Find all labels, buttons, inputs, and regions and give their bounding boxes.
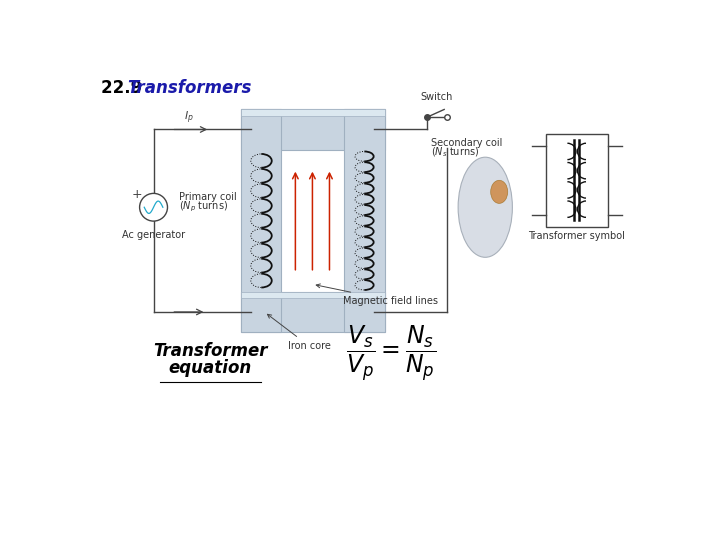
Bar xyxy=(344,110,384,332)
Text: +: + xyxy=(132,188,143,201)
Bar xyxy=(241,110,384,116)
Text: $(N_s$ turns): $(N_s$ turns) xyxy=(431,145,480,159)
Text: Transformers: Transformers xyxy=(127,79,251,97)
Bar xyxy=(241,110,282,332)
Text: equation: equation xyxy=(168,359,252,377)
Text: Secondary coil: Secondary coil xyxy=(431,138,503,147)
Bar xyxy=(546,134,608,226)
Circle shape xyxy=(140,193,168,221)
Text: $I_p$: $I_p$ xyxy=(184,110,194,126)
Text: Transformer symbol: Transformer symbol xyxy=(528,231,625,241)
Text: Transformer: Transformer xyxy=(153,342,267,360)
Text: 22.9: 22.9 xyxy=(101,79,148,97)
Ellipse shape xyxy=(458,157,513,257)
Text: Ac generator: Ac generator xyxy=(122,231,185,240)
Text: Magnetic field lines: Magnetic field lines xyxy=(316,284,438,306)
Bar xyxy=(241,292,384,332)
Text: Switch: Switch xyxy=(420,92,453,102)
Text: $(N_p$ turns): $(N_p$ turns) xyxy=(179,199,228,214)
Text: $\dfrac{V_s}{V_p} = \dfrac{N_s}{N_p}$: $\dfrac{V_s}{V_p} = \dfrac{N_s}{N_p}$ xyxy=(346,323,436,384)
Bar xyxy=(241,292,384,298)
Bar xyxy=(241,110,384,150)
Text: Primary coil: Primary coil xyxy=(179,192,237,201)
Ellipse shape xyxy=(490,180,508,204)
Text: Iron core: Iron core xyxy=(267,314,330,351)
